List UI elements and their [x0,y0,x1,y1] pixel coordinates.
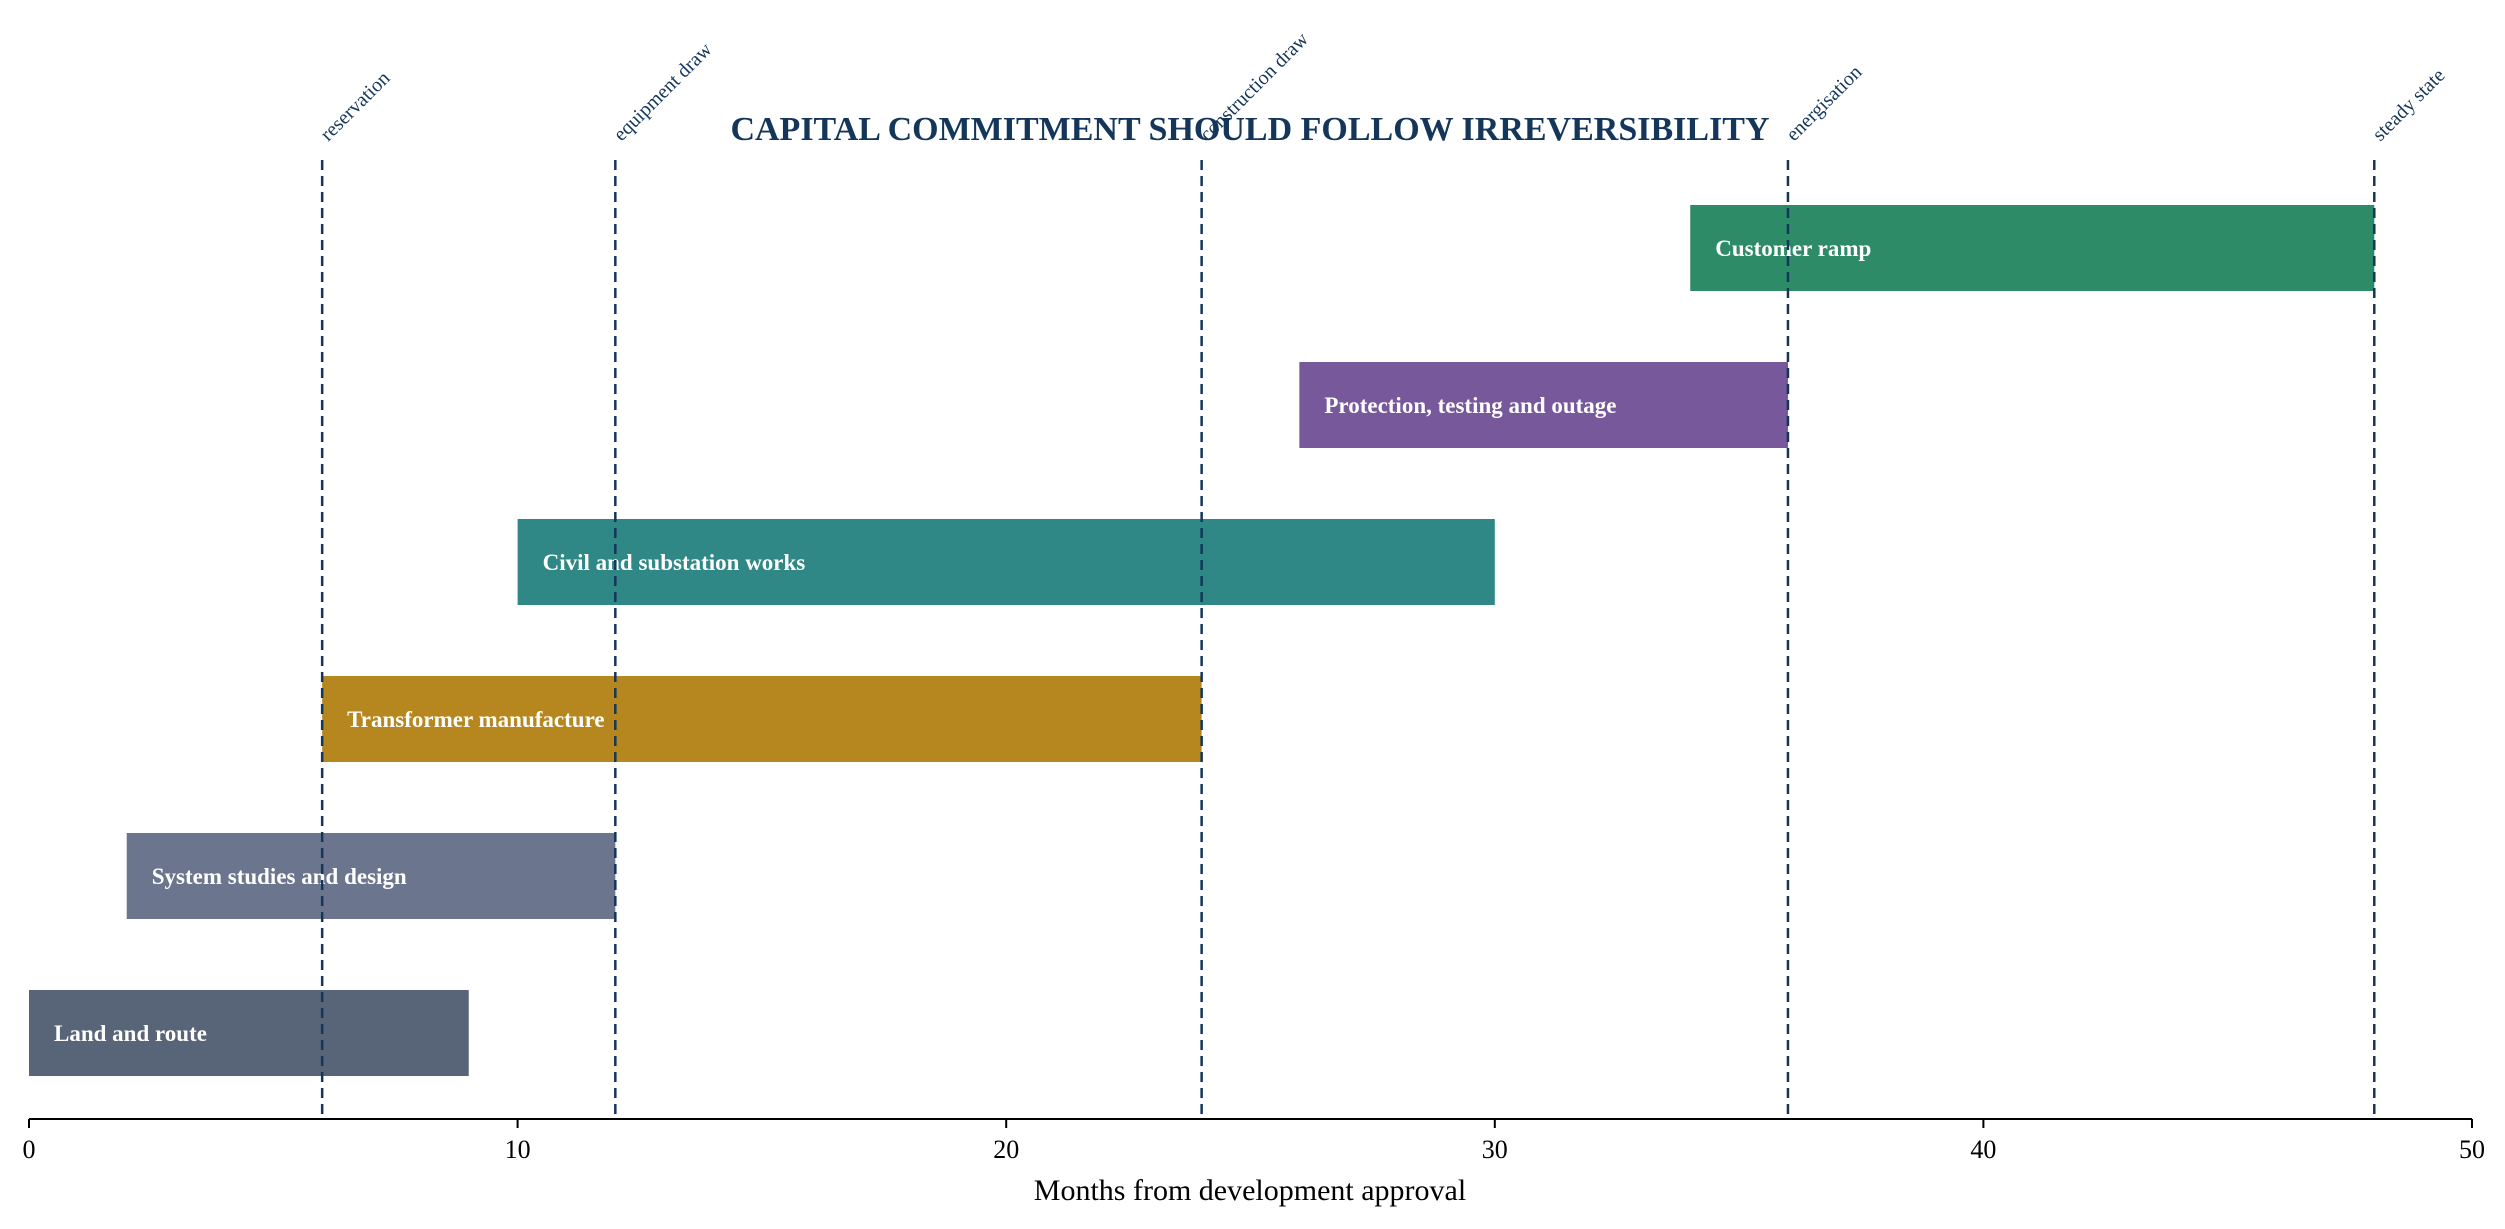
x-axis-ticks: 0 10 20 30 40 50 [23,1119,2485,1164]
bar-1 [126,833,616,919]
bar-4 [1299,362,1788,448]
x-tick-label-0: 0 [23,1135,36,1164]
x-tick-label-3: 30 [1482,1135,1508,1164]
bar-5 [1690,205,2375,291]
bar-label-2: Transformer manufacture [347,707,604,732]
bar-2 [322,676,1202,762]
milestone-label-1: equipment draw [609,38,716,145]
bar-label-0: Land and route [54,1021,207,1046]
bar-label-1: System studies and design [152,864,407,889]
chart-title: CAPITAL COMMITMENT SHOULD FOLLOW IRREVER… [730,111,1769,148]
milestone-label-4: steady state [2368,64,2449,145]
x-tick-label-1: 10 [505,1135,531,1164]
bar-label-4: Protection, testing and outage [1324,393,1616,418]
bar-0 [29,990,469,1076]
bar-label-3: Civil and substation works [543,550,806,575]
x-axis-label: Months from development approval [1034,1174,1466,1207]
bars-layer: Land and route System studies and design T… [29,205,2375,1076]
x-tick-label-4: 40 [1970,1135,1996,1164]
bar-3 [517,519,1495,605]
bar-label-5: Customer ramp [1715,236,1871,261]
milestone-label-0: reservation [316,67,394,145]
milestone-label-3: energisation [1782,61,1866,145]
x-tick-label-5: 50 [2459,1135,2485,1164]
x-tick-label-2: 20 [993,1135,1019,1164]
